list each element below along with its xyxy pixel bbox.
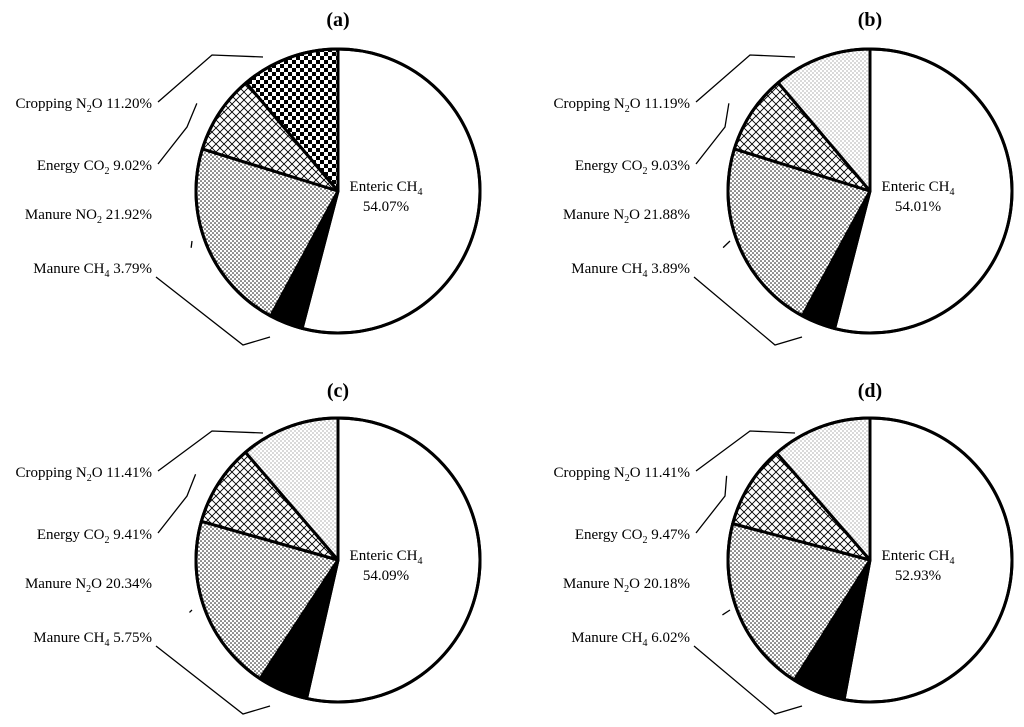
pie-outline (194, 416, 482, 704)
slice-label-cropping-n2o: Cropping N2O 11.19% (553, 96, 690, 115)
leader-line-manure-n2o (722, 609, 731, 616)
slice-label-enteric-ch4: Enteric CH4 (882, 548, 955, 567)
leader-line-manure-ch4 (693, 276, 803, 346)
leader-line-energy-co2 (695, 475, 728, 534)
leader-line-energy-co2 (157, 103, 198, 165)
slice-label-enteric-ch4: Enteric CH4 (882, 179, 955, 198)
leader-line-cropping-n2o (157, 430, 264, 472)
slice-label-cropping-n2o: Cropping N2O 11.20% (15, 96, 152, 115)
slice-label-manure-ch4: Manure CH4 6.02% (571, 630, 690, 649)
leader-line-manure-ch4 (693, 645, 803, 715)
slice-value-enteric-ch4: 54.01% (895, 199, 941, 215)
leader-line-manure-ch4 (155, 645, 271, 715)
leader-line-cropping-n2o (695, 430, 796, 472)
slice-label-energy-co2: Energy CO2 9.02% (37, 158, 152, 177)
panel-label: (d) (858, 380, 882, 402)
slice-label-manure-n2o: Manure N2O 20.34% (25, 576, 152, 595)
panel-label: (c) (327, 380, 349, 402)
slice-value-enteric-ch4: 54.09% (363, 568, 409, 584)
leader-line-cropping-n2o (157, 54, 264, 103)
leader-line-energy-co2 (695, 103, 730, 165)
slice-label-manure-no2: Manure NO2 21.92% (25, 207, 152, 226)
leader-line-manure-ch4 (155, 276, 271, 346)
slice-label-enteric-ch4: Enteric CH4 (350, 548, 423, 567)
slice-label-enteric-ch4: Enteric CH4 (350, 179, 423, 198)
leader-line-manure-no2 (190, 240, 193, 248)
slice-label-manure-ch4: Manure CH4 3.79% (33, 261, 152, 280)
slice-label-manure-ch4: Manure CH4 3.89% (571, 261, 690, 280)
leader-line-energy-co2 (157, 474, 197, 534)
slice-label-cropping-n2o: Cropping N2O 11.41% (553, 465, 690, 484)
panel-label: (a) (326, 9, 349, 31)
pie-outline (726, 47, 1014, 335)
slice-value-enteric-ch4: 54.07% (363, 199, 409, 215)
pie-outline (726, 416, 1014, 704)
pie-outline (194, 47, 482, 335)
leader-line-cropping-n2o (695, 54, 796, 103)
slice-label-cropping-n2o: Cropping N2O 11.41% (15, 465, 152, 484)
panel-label: (b) (858, 9, 882, 31)
leader-line-manure-n2o (189, 609, 193, 613)
leader-line-manure-n2o (722, 240, 731, 249)
slice-label-energy-co2: Energy CO2 9.03% (575, 158, 690, 177)
slice-label-manure-ch4: Manure CH4 5.75% (33, 630, 152, 649)
slice-label-energy-co2: Energy CO2 9.47% (575, 527, 690, 546)
slice-value-enteric-ch4: 52.93% (895, 568, 941, 584)
slice-label-manure-n2o: Manure N2O 20.18% (563, 576, 690, 595)
slice-label-energy-co2: Energy CO2 9.41% (37, 527, 152, 546)
slice-label-manure-n2o: Manure N2O 21.88% (563, 207, 690, 226)
